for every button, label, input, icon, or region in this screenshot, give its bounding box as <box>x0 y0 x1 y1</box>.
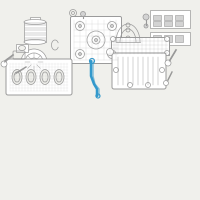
Circle shape <box>25 53 43 71</box>
Circle shape <box>106 48 114 55</box>
Circle shape <box>110 52 114 55</box>
Ellipse shape <box>56 72 62 82</box>
Bar <box>30 17 40 22</box>
Circle shape <box>76 49 84 58</box>
Ellipse shape <box>42 72 48 82</box>
Circle shape <box>160 68 164 72</box>
Circle shape <box>128 82 132 88</box>
FancyBboxPatch shape <box>112 53 166 89</box>
Circle shape <box>92 36 100 44</box>
Bar <box>153 21 161 26</box>
Circle shape <box>165 60 171 66</box>
Circle shape <box>108 49 116 58</box>
Circle shape <box>32 60 36 64</box>
Bar <box>175 35 183 42</box>
Circle shape <box>110 36 116 42</box>
Circle shape <box>114 68 118 72</box>
Circle shape <box>78 24 82 27</box>
Circle shape <box>110 24 114 27</box>
Circle shape <box>78 52 82 55</box>
Bar <box>175 15 183 20</box>
Circle shape <box>143 14 149 20</box>
Ellipse shape <box>24 40 46 45</box>
Ellipse shape <box>24 20 46 24</box>
Circle shape <box>146 82 151 88</box>
Bar <box>175 21 183 26</box>
Bar <box>164 21 172 26</box>
Bar <box>111 37 169 55</box>
FancyBboxPatch shape <box>6 59 72 95</box>
Circle shape <box>108 21 116 30</box>
Bar <box>164 15 172 20</box>
Bar <box>150 32 190 45</box>
Circle shape <box>87 31 105 49</box>
Circle shape <box>110 50 116 55</box>
Circle shape <box>1 61 7 67</box>
Bar <box>24 22 46 42</box>
Ellipse shape <box>26 70 36 84</box>
Bar <box>16 44 28 52</box>
Circle shape <box>76 21 84 30</box>
Circle shape <box>164 36 170 42</box>
Ellipse shape <box>14 72 20 82</box>
Circle shape <box>11 73 17 79</box>
Circle shape <box>30 58 38 66</box>
Ellipse shape <box>54 70 64 84</box>
Ellipse shape <box>28 72 34 82</box>
Ellipse shape <box>12 70 22 84</box>
Circle shape <box>144 24 148 28</box>
Bar <box>150 10 190 28</box>
Ellipse shape <box>18 46 26 50</box>
Circle shape <box>164 80 168 86</box>
Bar <box>153 35 161 42</box>
Bar <box>153 15 161 20</box>
Bar <box>164 35 172 42</box>
Circle shape <box>95 38 98 42</box>
Ellipse shape <box>40 70 50 84</box>
FancyBboxPatch shape <box>70 17 122 64</box>
Circle shape <box>164 50 170 55</box>
Circle shape <box>21 49 47 75</box>
Circle shape <box>80 11 86 17</box>
